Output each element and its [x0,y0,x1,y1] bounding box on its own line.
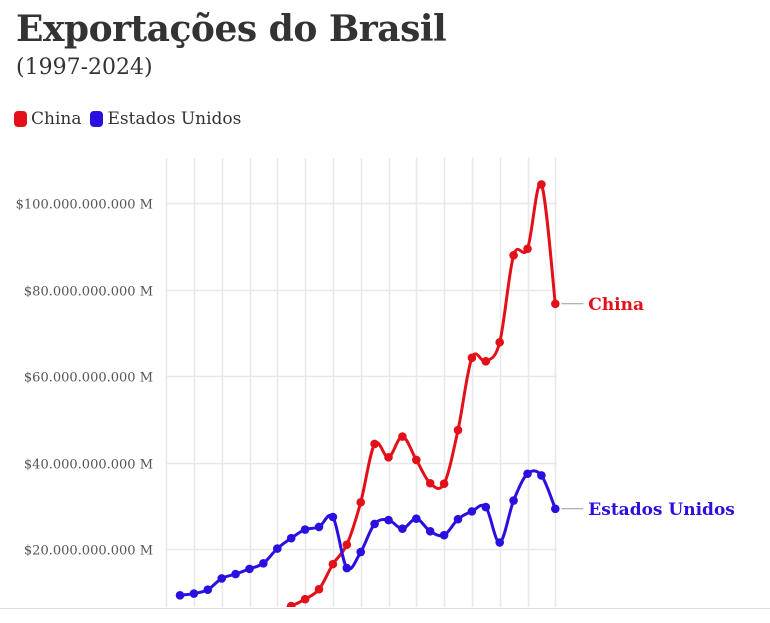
y-tick-label: $80.000.000.000 M [24,285,153,300]
end-label-estados-unidos: Estados Unidos [588,500,735,520]
data-point-estados-unidos-2016 [439,530,449,540]
y-tick-label: $60.000.000.000 M [24,371,153,386]
data-point-estados-unidos-2002 [245,564,254,574]
legend-swatch-china [14,111,27,127]
data-point-estados-unidos-1998 [189,589,199,598]
data-point-china-2005 [286,601,296,607]
data-point-china-2024 [551,299,560,309]
data-point-estados-unidos-2010 [356,547,366,557]
data-point-china-2012 [384,453,393,462]
data-point-estados-unidos-2000 [217,574,226,583]
legend: China Estados Unidos [14,109,250,129]
data-point-china-2014 [412,455,421,465]
data-point-estados-unidos-2005 [286,533,296,543]
data-point-china-2021 [509,251,518,260]
legend-swatch-estados-unidos [90,111,104,127]
series-line-estados-unidos [179,469,557,597]
data-point-estados-unidos-2011 [370,519,379,529]
data-point-china-2023 [537,180,546,189]
data-point-china-2003 [259,612,268,621]
legend-label-china: China [31,109,82,129]
data-point-estados-unidos-2021 [509,496,518,505]
y-tick-label: $20.000.000.000 M [24,544,153,559]
data-point-china-2009 [342,540,352,549]
data-point-estados-unidos-2006 [300,525,310,534]
data-point-estados-unidos-2022 [523,469,532,479]
data-point-estados-unidos-2023 [537,471,546,480]
data-point-china-2022 [523,244,532,254]
series-line-china [285,182,557,607]
data-point-estados-unidos-2020 [495,538,505,547]
data-point-estados-unidos-2015 [425,526,435,536]
data-point-china-2020 [495,337,505,347]
data-point-estados-unidos-1999 [203,585,213,594]
data-point-china-2006 [300,594,310,604]
data-point-estados-unidos-2003 [259,558,268,568]
legend-item-estados-unidos[interactable]: Estados Unidos [90,109,241,129]
legend-label-estados-unidos: Estados Unidos [107,109,242,129]
data-point-china-2017 [453,425,463,435]
chart-subtitle: (1997-2024) [16,55,153,80]
y-tick-label: $40.000.000.000 M [24,458,153,473]
data-point-estados-unidos-2009 [342,563,352,573]
data-point-estados-unidos-2012 [384,515,393,525]
end-label-china: China [588,295,644,315]
data-point-estados-unidos-1997 [175,590,185,600]
data-point-estados-unidos-2013 [398,524,407,533]
data-point-china-2010 [356,497,366,507]
data-point-china-2016 [439,479,449,488]
data-point-china-2019 [481,356,491,366]
data-point-china-2008 [328,559,338,569]
y-tick-label: $100.000.000.000 M [16,198,153,213]
data-point-estados-unidos-2014 [412,514,421,524]
data-point-estados-unidos-2001 [231,569,240,579]
data-point-china-2018 [467,353,477,363]
data-point-china-2015 [425,478,435,488]
data-point-estados-unidos-2018 [467,507,477,516]
data-point-estados-unidos-2007 [314,522,324,532]
chart-title: Exportações do Brasil [16,8,447,50]
data-point-estados-unidos-2019 [481,502,491,512]
data-point-estados-unidos-2008 [328,512,338,522]
data-point-china-2011 [370,439,379,449]
data-point-china-2007 [314,584,324,594]
data-point-estados-unidos-2017 [453,514,463,524]
plot-area [175,180,560,621]
data-point-estados-unidos-2004 [273,544,282,553]
legend-item-china[interactable]: China [14,109,81,129]
data-point-estados-unidos-2024 [551,504,560,514]
data-point-china-2013 [398,432,407,441]
data-point-china-2004 [273,608,282,617]
